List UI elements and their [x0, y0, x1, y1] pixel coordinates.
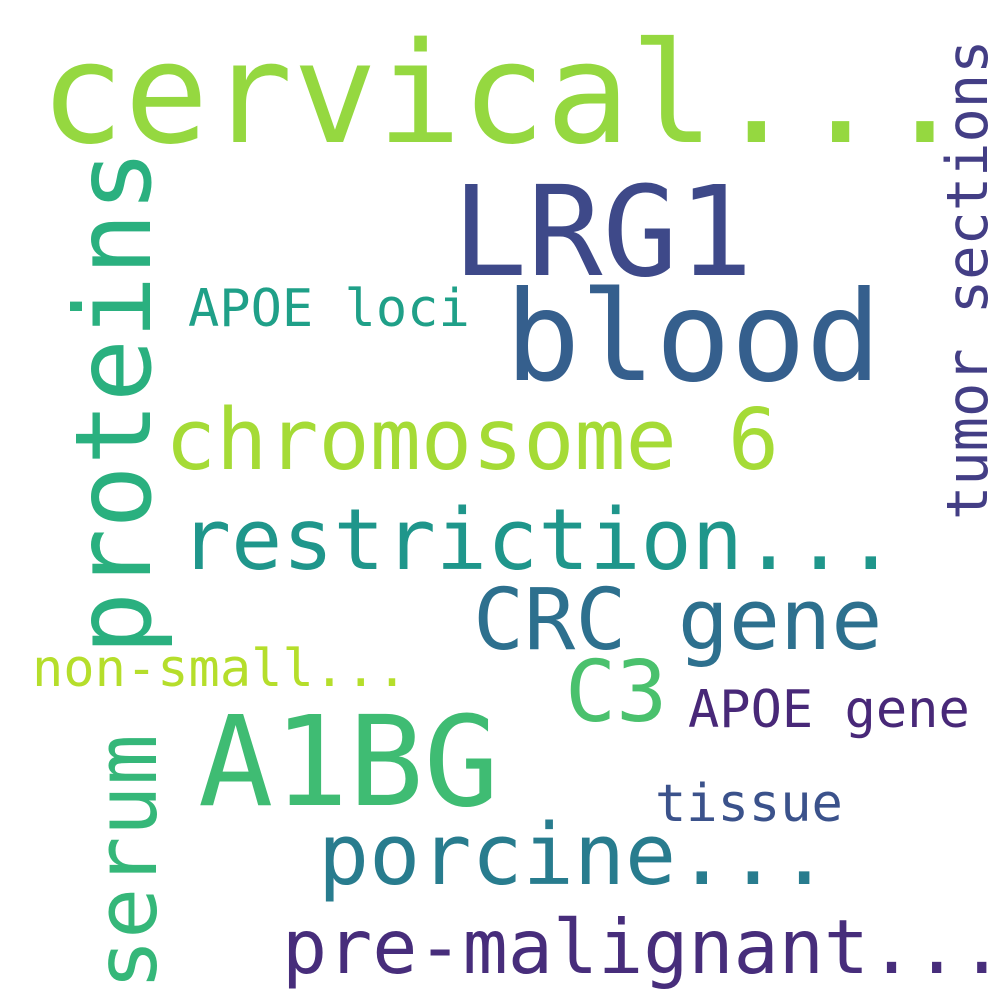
- word-cervical: cervical...: [40, 13, 968, 176]
- word-serum: serum: [78, 734, 177, 990]
- word-blood: blood: [505, 265, 882, 410]
- word-a1bg: A1BG: [198, 690, 500, 835]
- word-porcine: porcine...: [318, 806, 830, 905]
- word-restriction: restriction...: [180, 491, 897, 590]
- word-lrg1: LRG1: [452, 160, 754, 305]
- word-apoe-loci: APOE loci: [188, 279, 470, 339]
- word-c3: C3: [565, 643, 668, 742]
- word-non-small: non-small...: [32, 639, 408, 699]
- word-tumor-sections: tumor sections: [935, 39, 1000, 520]
- word-proteins: proteins: [53, 149, 175, 655]
- word-apoe-gene: APOE gene: [688, 680, 970, 740]
- word-crc-gene: CRC gene: [473, 571, 883, 670]
- word-chromosome-6: chromosome 6: [165, 391, 780, 490]
- word-tissue: tissue: [655, 774, 843, 834]
- word-pre-malignant: pre-malignant...: [282, 903, 1000, 991]
